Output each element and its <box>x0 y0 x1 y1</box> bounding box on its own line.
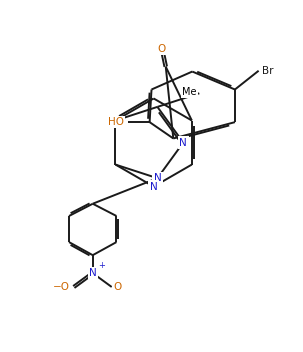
Text: −O: −O <box>53 282 70 292</box>
Text: Br: Br <box>261 66 273 76</box>
Text: +: + <box>98 261 105 270</box>
Text: Me: Me <box>182 87 196 97</box>
Text: N: N <box>150 182 158 191</box>
Text: HO: HO <box>108 117 124 127</box>
Text: O: O <box>158 44 166 54</box>
Text: N: N <box>154 173 161 183</box>
Text: N: N <box>179 138 187 147</box>
Text: N: N <box>89 268 97 278</box>
Text: O: O <box>113 282 122 292</box>
